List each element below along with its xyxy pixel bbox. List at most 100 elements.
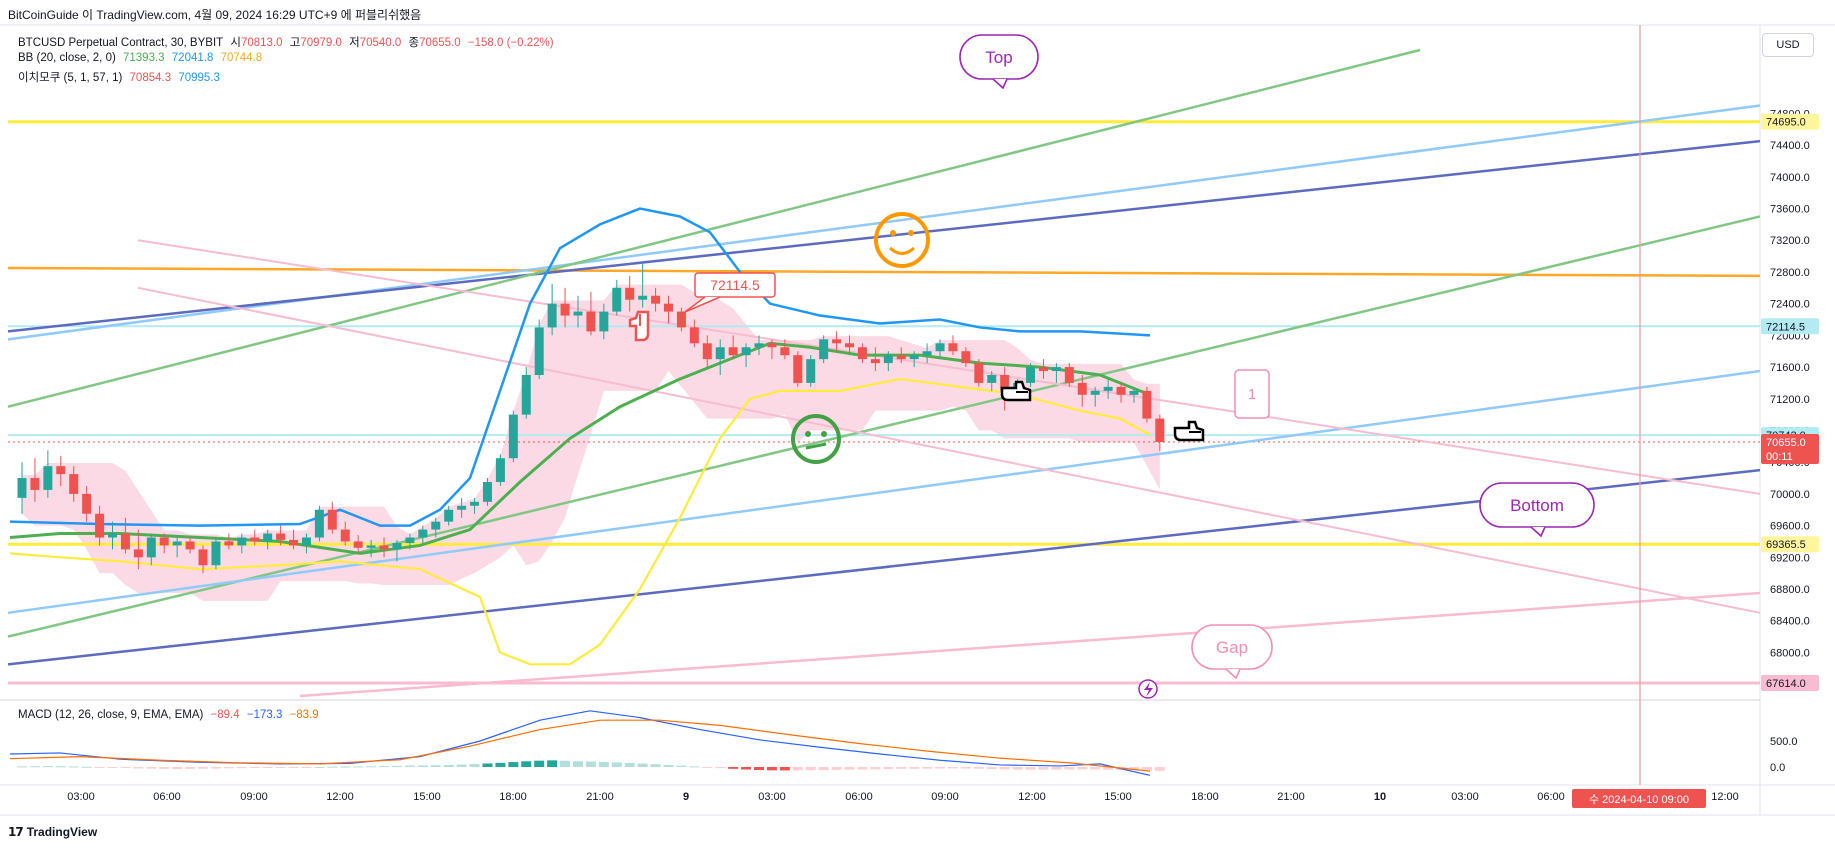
macd-histogram-bar [521,761,532,767]
candle-body [1090,390,1100,395]
macd-histogram-bar [909,767,920,769]
candle-body [638,295,648,300]
price-tick-label: 69600.0 [1770,521,1810,533]
time-tick-label: 21:00 [1277,791,1305,803]
confused-face-eye [805,431,811,437]
candle-body [405,537,415,544]
close-label: 종 [408,37,420,49]
macd-histogram-bar [728,767,739,769]
happy-face-icon [874,212,930,268]
candle-body [392,543,402,550]
candle-body [95,513,105,538]
macd-hist-value: −89.4 [210,709,240,721]
time-tick-label: 09:00 [931,791,959,803]
signal-line [9,719,1151,772]
macd-histogram-bar [1077,767,1088,770]
macd-histogram-bar [42,766,53,768]
candle-body [987,375,997,383]
time-tick-label: 09:00 [240,791,268,803]
candle-body [948,343,958,352]
macd-histogram-bar [146,767,157,769]
time-tick-label: 9 [683,791,689,803]
candle-body [172,541,182,546]
gap-callout: Gap [1191,624,1273,680]
candle-body [599,311,609,332]
candle-body [1051,367,1061,372]
macd-value: −83.9 [289,709,319,721]
num-box-label: 1 [1248,386,1256,403]
macd-histogram-bar [107,767,118,768]
macd-histogram-bar [1012,767,1023,770]
ichimoku-v2: 70995.3 [178,72,220,84]
macd-histogram-bar [275,767,286,768]
macd-histogram-bar [159,767,170,769]
trend-line [137,286,1761,614]
macd-histogram-bar [857,767,868,770]
candle-body [806,359,816,383]
candle-body [870,359,880,364]
macd-histogram-bar [831,767,842,770]
symbol-legend[interactable]: BTCUSD Perpetual Contract, 30, BYBIT 시70… [18,34,558,50]
macd-histogram-bar [754,767,765,771]
trend-line [299,591,1761,698]
currency-button[interactable]: USD [1762,33,1814,57]
macd-histogram-bar [1025,767,1036,770]
macd-histogram-bar [1064,767,1075,770]
pointing-hand-icon [1000,380,1032,402]
macd-tick-label: 0.0 [1770,762,1785,774]
price-label-text: 69365.5 [1766,539,1806,551]
macd-histogram-bar [1103,767,1114,770]
candle-body [586,311,596,332]
candle-body [832,339,842,344]
candle-body [289,539,299,546]
candle-body [276,533,286,540]
price-tick-label: 72400.0 [1770,299,1810,311]
candle-body [43,466,53,490]
macd-histogram-bar [198,767,209,769]
candle-body [1103,386,1113,391]
candle-body [314,509,324,538]
bb-basis-value: 71393.3 [123,52,165,64]
ichimoku-legend[interactable]: 이치모쿠 (5, 1, 57, 1) 70854.3 70995.3 [18,69,224,85]
bb-upper-line [9,207,1151,527]
num-box [1234,369,1270,419]
gap-callout-text: Gap [1216,638,1248,657]
time-cursor-badge [1572,789,1706,808]
bottom-callout-tail [1530,526,1546,538]
candle-body [741,347,751,356]
time-tick-label: 15:00 [1104,791,1132,803]
macd-histogram-bar [508,762,519,767]
bb-legend[interactable]: BB (20, close, 2, 0) 71393.3 72041.8 707… [18,52,266,64]
price-tick-label: 72800.0 [1770,267,1810,279]
price-label-text: 67614.0 [1766,678,1806,690]
candle-body [780,347,790,356]
candle-body [301,537,311,546]
bottom-callout-text: Bottom [1510,496,1564,515]
candle-body [573,311,583,316]
macd-histogram-bar [262,767,273,768]
macd-histogram-bar [17,766,27,768]
candle-body [1142,390,1152,419]
macd-histogram-bar [223,767,234,769]
macd-legend[interactable]: MACD (12, 26, close, 9, EMA, EMA) −89.4 … [18,709,323,721]
open-label: 시 [230,37,241,49]
candle-body [263,533,273,542]
price-label-text: 70655.0 [1766,437,1806,449]
bb-basis-line [9,341,1151,555]
time-tick-label: 12:00 [1711,791,1739,803]
candle-body [353,541,363,548]
price-label-text: 72114.5 [1766,321,1805,333]
price-label-badge [1761,318,1819,335]
candle-body [457,505,467,510]
macd-line [9,710,1151,776]
price-label-badge [1761,536,1819,553]
macd-histogram-bar [973,767,984,769]
candle-body [431,521,441,530]
tradingview-footer[interactable]: 𝟭𝟳 TradingView [8,825,97,839]
macd-histogram-bar [391,765,402,767]
price-tick-label: 68000.0 [1770,647,1810,659]
time-tick-label: 06:00 [1537,791,1565,803]
happy-face-circle [874,212,930,268]
macd-histogram-bar [547,760,558,767]
